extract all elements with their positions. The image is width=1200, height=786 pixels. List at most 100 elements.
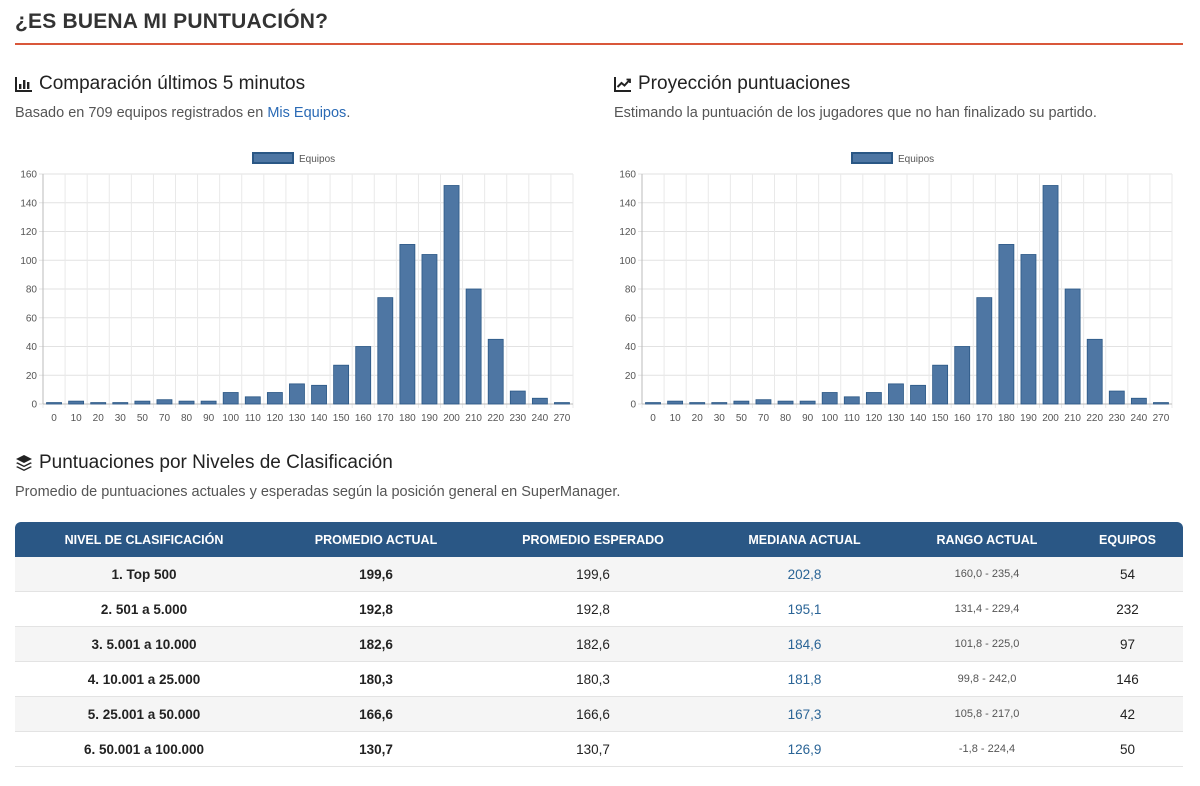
projection-title-text: Proyección puntuaciones bbox=[638, 73, 851, 94]
bar[interactable] bbox=[399, 244, 416, 405]
cell-rango-actual: 160,0 - 235,4 bbox=[902, 557, 1072, 592]
x-tick-label: 270 bbox=[554, 413, 571, 424]
bar[interactable] bbox=[333, 364, 350, 405]
bar[interactable] bbox=[222, 392, 239, 405]
legend-label[interactable]: Equipos bbox=[299, 154, 335, 165]
bar[interactable] bbox=[843, 396, 860, 405]
cell-promedio-actual: 166,6 bbox=[273, 697, 479, 732]
comparison-desc-prefix: Basado en 709 equipos registrados en bbox=[15, 105, 268, 121]
legend-swatch bbox=[851, 152, 893, 164]
x-tick-label: 230 bbox=[1108, 413, 1125, 424]
y-tick-label: 0 bbox=[630, 400, 636, 411]
cell-rango-actual: 131,4 - 229,4 bbox=[902, 592, 1072, 627]
header-mediana-actual[interactable]: MEDIANA ACTUAL bbox=[707, 522, 902, 557]
x-tick-label: 130 bbox=[289, 413, 306, 424]
bar[interactable] bbox=[112, 402, 129, 405]
y-tick-label: 160 bbox=[20, 170, 37, 181]
bar[interactable] bbox=[509, 390, 526, 405]
y-tick-label: 40 bbox=[26, 342, 38, 353]
x-tick-label: 220 bbox=[487, 413, 504, 424]
bar[interactable] bbox=[421, 254, 438, 405]
bar[interactable] bbox=[90, 402, 107, 405]
bar[interactable] bbox=[1130, 397, 1147, 405]
bar[interactable] bbox=[777, 400, 794, 405]
bar[interactable] bbox=[1108, 390, 1125, 405]
bar[interactable] bbox=[531, 397, 548, 405]
table-header-row: NIVEL DE CLASIFICACIÓN PROMEDIO ACTUAL P… bbox=[15, 522, 1183, 557]
levels-title-text: Puntuaciones por Niveles de Clasificació… bbox=[39, 452, 393, 473]
y-tick-label: 140 bbox=[619, 198, 636, 209]
cell-nivel: 6. 50.001 a 100.000 bbox=[15, 732, 273, 767]
bar[interactable] bbox=[465, 288, 482, 405]
bar[interactable] bbox=[689, 402, 706, 405]
cell-mediana-actual: 195,1 bbox=[707, 592, 902, 627]
bar[interactable] bbox=[311, 384, 327, 405]
cell-promedio-esperado: 166,6 bbox=[479, 697, 707, 732]
x-tick-label: 130 bbox=[888, 413, 905, 424]
table-row: 4. 10.001 a 25.000 180,3 180,3 181,8 99,… bbox=[15, 662, 1183, 697]
x-tick-label: 80 bbox=[181, 413, 193, 424]
bar[interactable] bbox=[244, 396, 261, 405]
mis-equipos-link[interactable]: Mis Equipos bbox=[267, 105, 347, 121]
x-tick-label: 110 bbox=[844, 413, 860, 424]
bar[interactable] bbox=[954, 346, 971, 405]
y-tick-label: 40 bbox=[625, 342, 637, 353]
x-tick-label: 10 bbox=[670, 413, 682, 424]
bar[interactable] bbox=[443, 185, 460, 405]
y-tick-label: 80 bbox=[625, 285, 637, 296]
bar[interactable] bbox=[377, 297, 394, 405]
bar[interactable] bbox=[932, 364, 949, 405]
legend-label[interactable]: Equipos bbox=[898, 154, 934, 165]
bar[interactable] bbox=[1153, 402, 1169, 405]
header-nivel[interactable]: NIVEL DE CLASIFICACIÓN bbox=[15, 522, 273, 557]
bar[interactable] bbox=[266, 392, 283, 405]
bar[interactable] bbox=[667, 400, 684, 405]
bar[interactable] bbox=[178, 400, 195, 405]
x-tick-label: 210 bbox=[1064, 413, 1081, 424]
cell-mediana-actual: 181,8 bbox=[707, 662, 902, 697]
bar[interactable] bbox=[888, 383, 904, 405]
bar[interactable] bbox=[711, 402, 728, 405]
bar[interactable] bbox=[1064, 288, 1081, 405]
bar[interactable] bbox=[156, 399, 173, 405]
bar[interactable] bbox=[289, 383, 305, 405]
x-tick-label: 140 bbox=[311, 413, 328, 424]
cell-nivel: 1. Top 500 bbox=[15, 557, 273, 592]
comparison-title: Comparación últimos 5 minutos bbox=[15, 73, 305, 95]
bar[interactable] bbox=[355, 346, 372, 405]
bar[interactable] bbox=[821, 392, 838, 405]
bar[interactable] bbox=[645, 402, 661, 405]
levels-description: Promedio de puntuaciones actuales y espe… bbox=[15, 484, 621, 500]
bar[interactable] bbox=[68, 400, 85, 405]
x-tick-label: 220 bbox=[1086, 413, 1103, 424]
bar[interactable] bbox=[755, 399, 772, 405]
header-promedio-esperado[interactable]: PROMEDIO ESPERADO bbox=[479, 522, 707, 557]
bar[interactable] bbox=[733, 400, 750, 405]
bar[interactable] bbox=[865, 392, 882, 405]
y-tick-label: 100 bbox=[619, 256, 636, 267]
bar[interactable] bbox=[200, 400, 217, 405]
cell-promedio-actual: 192,8 bbox=[273, 592, 479, 627]
header-promedio-actual[interactable]: PROMEDIO ACTUAL bbox=[273, 522, 479, 557]
line-chart-icon bbox=[614, 75, 632, 93]
bar[interactable] bbox=[976, 297, 993, 405]
bar[interactable] bbox=[1042, 185, 1059, 405]
x-tick-label: 120 bbox=[866, 413, 883, 424]
cell-promedio-actual: 180,3 bbox=[273, 662, 479, 697]
x-tick-label: 180 bbox=[399, 413, 416, 424]
bar[interactable] bbox=[799, 400, 816, 405]
bar[interactable] bbox=[1086, 338, 1103, 405]
x-tick-label: 190 bbox=[421, 413, 438, 424]
bar[interactable] bbox=[46, 402, 62, 405]
bar[interactable] bbox=[134, 400, 151, 405]
bar[interactable] bbox=[554, 402, 570, 405]
x-tick-label: 170 bbox=[976, 413, 993, 424]
header-equipos[interactable]: EQUIPOS bbox=[1072, 522, 1183, 557]
bar[interactable] bbox=[998, 244, 1015, 405]
x-tick-label: 0 bbox=[51, 413, 57, 424]
bar[interactable] bbox=[487, 338, 504, 405]
bar[interactable] bbox=[1020, 254, 1037, 405]
bar[interactable] bbox=[910, 384, 926, 405]
x-tick-label: 190 bbox=[1020, 413, 1037, 424]
header-rango-actual[interactable]: RANGO ACTUAL bbox=[902, 522, 1072, 557]
